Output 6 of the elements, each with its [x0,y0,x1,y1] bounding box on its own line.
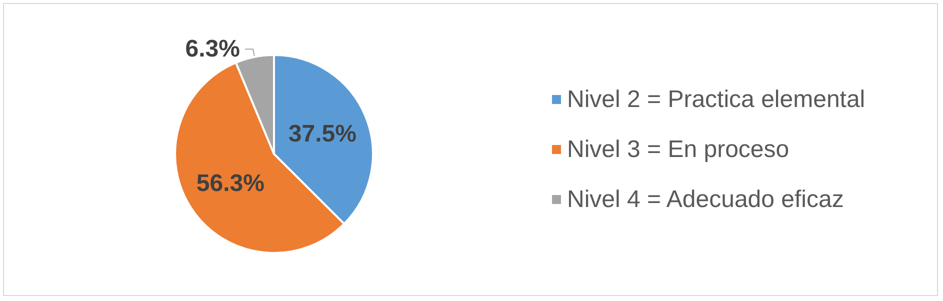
data-label: 56.3% [196,170,264,197]
legend-label: Nivel 3 = En proceso [567,136,790,163]
data-label: 37.5% [288,120,356,148]
legend-label: Nivel 4 = Adecuado eficaz [567,186,844,213]
data-label: 6.3% [185,36,240,63]
legend-label: Nivel 2 = Practica elemental [567,86,866,113]
